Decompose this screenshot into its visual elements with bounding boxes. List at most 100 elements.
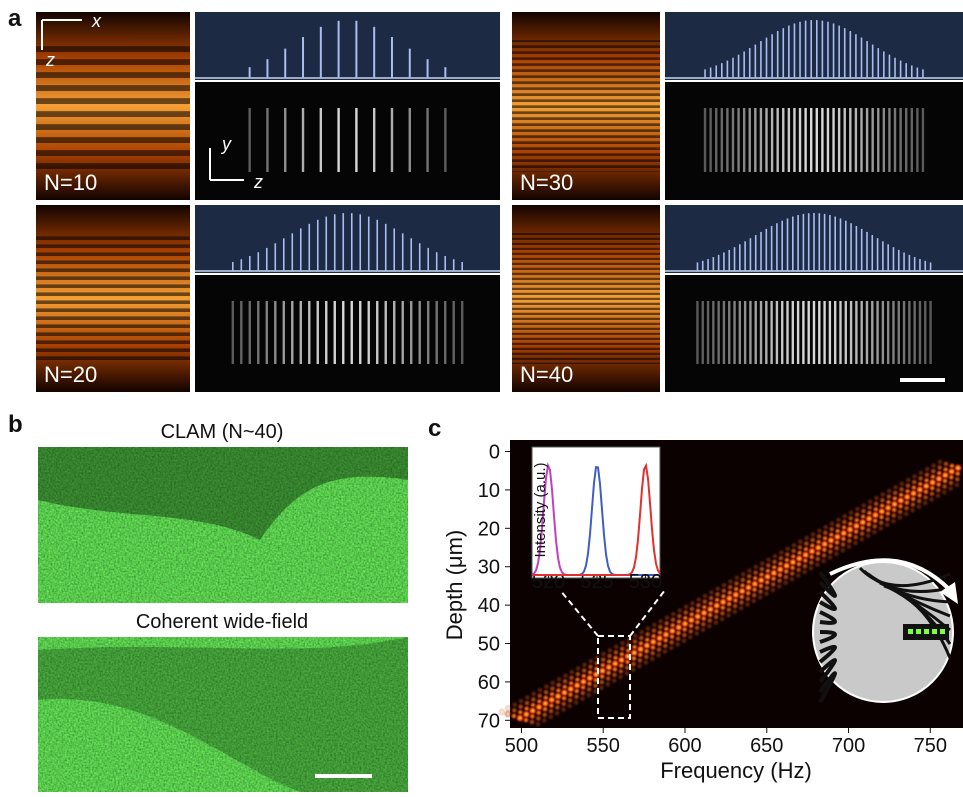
focus-spot (871, 108, 874, 172)
focus-dot (629, 665, 638, 674)
x-tick-label: 700 (832, 735, 865, 757)
focus-spot (749, 301, 752, 364)
image-bg (665, 82, 963, 200)
focus-spot (265, 301, 268, 364)
focus-dot (800, 567, 809, 576)
rotation-arrow (829, 558, 952, 592)
focus-spot (833, 301, 837, 364)
focus-spot (902, 301, 906, 364)
focus-spot (832, 108, 835, 172)
focus-spot (860, 108, 863, 172)
focus-dot (654, 651, 663, 660)
focus-dot (813, 560, 822, 569)
focus-dot (578, 694, 587, 703)
focus-spot (899, 108, 902, 172)
focus-spot (372, 108, 376, 172)
spectrum-bg (195, 205, 500, 273)
focus-spot (924, 301, 927, 364)
focus-dot (673, 640, 682, 649)
focus-spot (893, 108, 897, 172)
focus-dot (686, 633, 695, 642)
focus-dot (857, 535, 866, 544)
n-label: N=40 (520, 362, 573, 387)
axis-label: x (91, 11, 102, 31)
focus-spot (754, 301, 757, 364)
focus-dot (914, 502, 923, 511)
focus-spot (426, 108, 429, 172)
wheel-stripe (819, 630, 837, 644)
focus-dot (737, 604, 746, 613)
focus-spot (274, 301, 277, 364)
focus-spot (367, 301, 370, 364)
focus-dot (781, 578, 790, 587)
focus-dot (876, 524, 885, 533)
focus-spot (316, 301, 319, 364)
panel-b: b CLAM (N~40) Coherent wide-field (8, 411, 408, 792)
axis-label: z (253, 172, 263, 192)
y-axis-label: Depth (μm) (442, 530, 467, 640)
focus-spot (384, 301, 387, 364)
focus-spot (908, 301, 911, 364)
x-tick-label: 500 (505, 735, 538, 757)
panel-a: a N=10 N=30 N=20 N=40 x z y z (8, 5, 963, 392)
focus-spot (904, 108, 908, 172)
focus-dot (610, 676, 619, 685)
focus-spot (818, 301, 821, 364)
focus-spot (796, 301, 800, 364)
focus-dot (622, 669, 631, 678)
focus-spot (786, 301, 789, 364)
focus-dot (743, 600, 752, 609)
zoom-box (597, 635, 631, 719)
y-tick-label: 30 (478, 557, 500, 579)
focus-spot (913, 301, 916, 364)
focus-spot (837, 108, 841, 172)
focus-spot (854, 108, 858, 172)
focus-spot (839, 301, 842, 364)
micrograph-shade (38, 637, 408, 792)
focus-spot (408, 108, 411, 172)
focus-dot (870, 527, 879, 536)
focus-spot (452, 301, 455, 364)
inset-x-tick-label: 520 (532, 571, 565, 593)
focus-spot (929, 301, 932, 364)
focus-dot (641, 658, 650, 667)
focus-spot (742, 108, 746, 172)
focus-spot (918, 301, 922, 364)
focus-spot (910, 108, 913, 172)
focus-dot (902, 509, 911, 518)
focus-dot (559, 705, 568, 714)
x-axis-label: Frequency (Hz) (660, 758, 812, 783)
focus-dot (546, 712, 555, 721)
focus-spot (319, 108, 323, 172)
focus-dot (660, 647, 669, 656)
focus-dot (711, 618, 720, 627)
focus-dot (540, 716, 549, 725)
micrograph-shade (38, 447, 408, 540)
focus-dot (952, 480, 961, 489)
focus-spot (435, 301, 438, 364)
focus-spot (765, 108, 768, 172)
focus-spot (337, 108, 340, 172)
focus-spot (828, 301, 832, 364)
focus-spot (231, 301, 234, 364)
focus-spot (240, 301, 243, 364)
focus-dot (565, 701, 574, 710)
focus-spot (248, 108, 251, 172)
focus-dot (648, 654, 657, 663)
focus-spot (881, 301, 885, 364)
focus-spot (888, 108, 891, 172)
focus-dot (921, 498, 930, 507)
panel-label: b (8, 411, 23, 438)
focus-spot (775, 301, 779, 364)
image-bg (195, 82, 500, 200)
spectrum-bg (665, 12, 963, 80)
x-tick-label: 750 (914, 735, 947, 757)
focus-spot (812, 301, 816, 364)
focus-spot (461, 301, 464, 364)
focus-spot (791, 301, 795, 364)
y-tick-label: 10 (478, 480, 500, 502)
focus-spot (826, 108, 830, 172)
y-tick-label: 60 (478, 672, 500, 694)
